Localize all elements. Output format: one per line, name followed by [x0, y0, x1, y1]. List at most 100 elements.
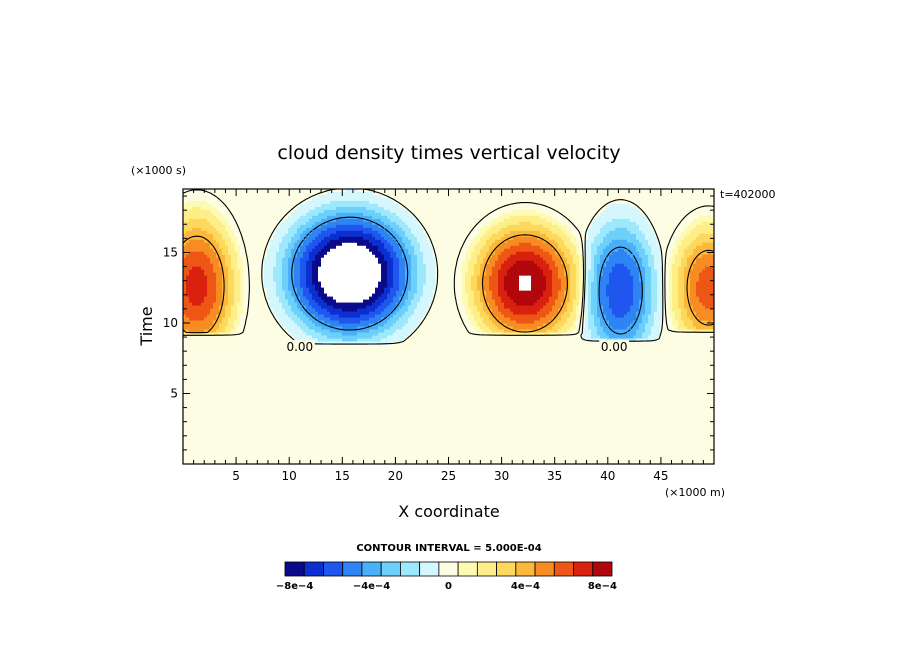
field-cell — [195, 230, 199, 235]
field-cell — [378, 266, 382, 271]
field-cell — [327, 275, 331, 280]
field-cell — [288, 224, 292, 229]
field-cell — [633, 263, 637, 268]
field-cell — [558, 251, 562, 256]
field-cell — [597, 221, 601, 226]
field-cell — [366, 299, 370, 304]
field-cell — [603, 251, 607, 256]
field-cell — [546, 224, 550, 229]
field-cell — [525, 218, 529, 223]
field-cell — [300, 254, 304, 259]
field-cell — [414, 227, 418, 232]
field-cell — [366, 266, 370, 271]
field-cell — [627, 221, 631, 226]
field-cell — [552, 296, 556, 301]
field-cell — [588, 290, 592, 295]
field-cell — [591, 287, 595, 292]
field-cell — [303, 248, 307, 253]
field-cell — [348, 287, 352, 292]
field-cell — [351, 284, 355, 289]
field-cell — [423, 239, 427, 244]
field-cell — [540, 224, 544, 229]
field-cell — [555, 275, 559, 280]
field-cell — [411, 266, 415, 271]
field-cell — [201, 245, 205, 250]
field-cell — [183, 296, 187, 301]
field-cell — [411, 233, 415, 238]
field-cell — [687, 230, 691, 235]
field-cell — [534, 290, 538, 295]
field-cell — [345, 233, 349, 238]
field-cell — [189, 284, 193, 289]
field-cell — [318, 203, 322, 208]
field-cell — [543, 287, 547, 292]
field-cell — [288, 221, 292, 226]
field-cell — [243, 269, 247, 274]
field-cell — [537, 254, 541, 259]
field-cell — [531, 242, 535, 247]
field-cell — [330, 290, 334, 295]
field-cell — [279, 281, 283, 286]
field-cell — [351, 257, 355, 262]
field-cell — [456, 281, 460, 286]
field-cell — [471, 266, 475, 271]
field-cell — [585, 284, 589, 289]
field-cell — [411, 245, 415, 250]
field-cell — [483, 227, 487, 232]
field-cell — [486, 233, 490, 238]
field-cell — [597, 227, 601, 232]
field-cell — [588, 236, 592, 241]
field-cell — [480, 251, 484, 256]
field-cell — [693, 269, 697, 274]
field-cell — [609, 245, 613, 250]
field-cell — [213, 275, 217, 280]
field-cell — [300, 260, 304, 265]
field-cell — [672, 299, 676, 304]
field-cell — [309, 272, 313, 277]
field-cell — [330, 251, 334, 256]
field-cell — [201, 287, 205, 292]
field-cell — [615, 236, 619, 241]
field-cell — [585, 275, 589, 280]
field-cell — [666, 302, 670, 307]
field-cell — [702, 230, 706, 235]
field-cell — [549, 257, 553, 262]
field-cell — [660, 299, 664, 304]
field-cell — [318, 281, 322, 286]
field-cell — [300, 215, 304, 220]
field-cell — [324, 275, 328, 280]
field-cell — [516, 281, 520, 286]
field-cell — [600, 302, 604, 307]
field-cell — [420, 269, 424, 274]
field-cell — [624, 248, 628, 253]
field-cell — [339, 242, 343, 247]
field-cell — [492, 281, 496, 286]
field-cell — [303, 239, 307, 244]
field-cell — [498, 302, 502, 307]
field-cell — [639, 278, 643, 283]
field-cell — [402, 212, 406, 217]
field-cell — [399, 263, 403, 268]
field-cell — [210, 239, 214, 244]
field-cell — [381, 287, 385, 292]
field-cell — [534, 212, 538, 217]
field-cell — [429, 272, 433, 277]
field-cell — [474, 251, 478, 256]
field-cell — [486, 281, 490, 286]
field-cell — [300, 290, 304, 295]
field-cell — [594, 248, 598, 253]
field-cell — [693, 263, 697, 268]
field-cell — [300, 281, 304, 286]
field-cell — [195, 278, 199, 283]
field-cell — [231, 218, 235, 223]
field-cell — [231, 302, 235, 307]
field-cell — [654, 266, 658, 271]
field-cell — [504, 215, 508, 220]
field-cell — [213, 296, 217, 301]
field-cell — [201, 251, 205, 256]
field-cell — [285, 233, 289, 238]
field-cell — [303, 293, 307, 298]
field-cell — [408, 221, 412, 226]
field-cell — [618, 299, 622, 304]
field-cell — [300, 287, 304, 292]
